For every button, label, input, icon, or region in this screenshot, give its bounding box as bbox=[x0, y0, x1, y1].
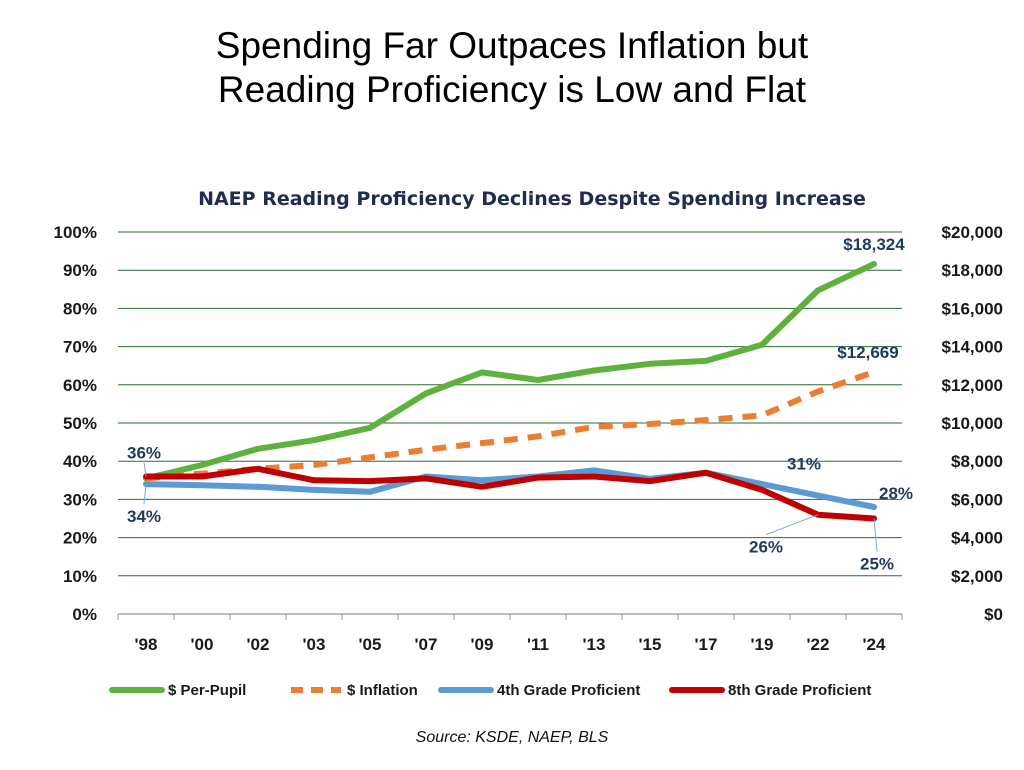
data-label: 26% bbox=[749, 538, 783, 557]
right-tick-label: $0 bbox=[984, 605, 1003, 624]
x-tick-label: '07 bbox=[415, 635, 438, 654]
left-tick-label: 0% bbox=[72, 605, 97, 624]
left-tick-label: 80% bbox=[63, 299, 97, 318]
x-tick-label: '03 bbox=[303, 635, 326, 654]
data-label: 31% bbox=[787, 455, 821, 474]
legend: $ Per-Pupil $ Inflation 4th Grade Proficie… bbox=[109, 682, 871, 699]
x-tick-label: '05 bbox=[359, 635, 382, 654]
right-tick-label: $12,000 bbox=[942, 376, 1003, 395]
x-tick-label: '09 bbox=[471, 635, 494, 654]
data-label: 36% bbox=[127, 443, 161, 462]
series-lines bbox=[143, 261, 877, 522]
x-tick-label: '17 bbox=[695, 635, 718, 654]
slide-title-line2: Reading Proficiency is Low and Flat bbox=[217, 69, 807, 110]
series-line bbox=[145, 369, 875, 482]
left-tick-label: 50% bbox=[63, 414, 97, 433]
left-tick-label: 90% bbox=[63, 261, 97, 280]
x-tick-label: '98 bbox=[135, 635, 158, 654]
right-tick-label: $16,000 bbox=[942, 299, 1003, 318]
gridlines bbox=[117, 231, 903, 620]
right-tick-label: $4,000 bbox=[951, 529, 1003, 548]
x-tick-label: '02 bbox=[247, 635, 270, 654]
leader-line bbox=[765, 514, 819, 536]
left-axis-ticks: 0% 10% 20% 30% 40% 50% 60% 70% 80% 90% 100% bbox=[54, 223, 97, 624]
left-tick-label: 70% bbox=[63, 338, 97, 357]
left-tick-label: 30% bbox=[63, 490, 97, 509]
slide-title: Spending Far Outpaces Inflation but Read… bbox=[0, 24, 1024, 112]
data-labels: $18,324 $12,669 36% 34% 31% 28% 26% 25% bbox=[127, 235, 913, 573]
left-tick-label: 10% bbox=[63, 567, 97, 586]
right-axis-ticks: $0 $2,000 $4,000 $6,000 $8,000 $10,000 $12,000… bbox=[942, 223, 1003, 624]
leader-line bbox=[873, 518, 878, 552]
series-line bbox=[143, 465, 877, 522]
leader-line bbox=[143, 462, 147, 477]
right-tick-label: $2,000 bbox=[951, 567, 1003, 586]
left-tick-label: 60% bbox=[63, 376, 97, 395]
x-tick-label: '24 bbox=[863, 635, 886, 654]
right-tick-label: $14,000 bbox=[942, 338, 1003, 357]
data-label: 25% bbox=[860, 555, 894, 574]
right-tick-label: $20,000 bbox=[942, 223, 1003, 242]
data-label: 34% bbox=[127, 507, 161, 526]
series-line bbox=[143, 467, 877, 510]
x-tick-label: '19 bbox=[751, 635, 774, 654]
data-label: $18,324 bbox=[843, 235, 905, 254]
x-tick-label: '11 bbox=[527, 635, 549, 654]
left-tick-label: 20% bbox=[63, 529, 97, 548]
slide-title-line1: Spending Far Outpaces Inflation but bbox=[215, 25, 809, 66]
leader-line bbox=[143, 484, 147, 505]
left-tick-label: 100% bbox=[54, 223, 97, 242]
legend-label: 4th Grade Proficient bbox=[497, 682, 640, 699]
chart-title: NAEP Reading Proficiency Declines Despit… bbox=[198, 188, 866, 210]
right-tick-label: $6,000 bbox=[951, 490, 1003, 509]
legend-label: $ Inflation bbox=[347, 682, 418, 699]
x-axis-ticks: '98 '00 '02 '03 '05 '07 '09 '11 '13 '15 '17 '19 '22 '… bbox=[135, 635, 886, 654]
line-chart: NAEP Reading Proficiency Declines Despit… bbox=[54, 188, 1003, 699]
right-tick-label: $10,000 bbox=[942, 414, 1003, 433]
source-note: Source: KSDE, NAEP, BLS bbox=[415, 729, 609, 746]
data-label: 28% bbox=[879, 484, 913, 503]
data-label: $12,669 bbox=[837, 343, 898, 362]
left-tick-label: 40% bbox=[63, 452, 97, 471]
legend-label: $ Per-Pupil bbox=[168, 682, 246, 699]
right-tick-label: $18,000 bbox=[942, 261, 1003, 280]
x-tick-label: '22 bbox=[807, 635, 830, 654]
x-tick-label: '00 bbox=[191, 635, 214, 654]
x-tick-label: '13 bbox=[583, 635, 606, 654]
series-line bbox=[143, 261, 877, 482]
legend-label: 8th Grade Proficient bbox=[728, 682, 871, 699]
right-tick-label: $8,000 bbox=[951, 452, 1003, 471]
x-tick-label: '15 bbox=[639, 635, 662, 654]
